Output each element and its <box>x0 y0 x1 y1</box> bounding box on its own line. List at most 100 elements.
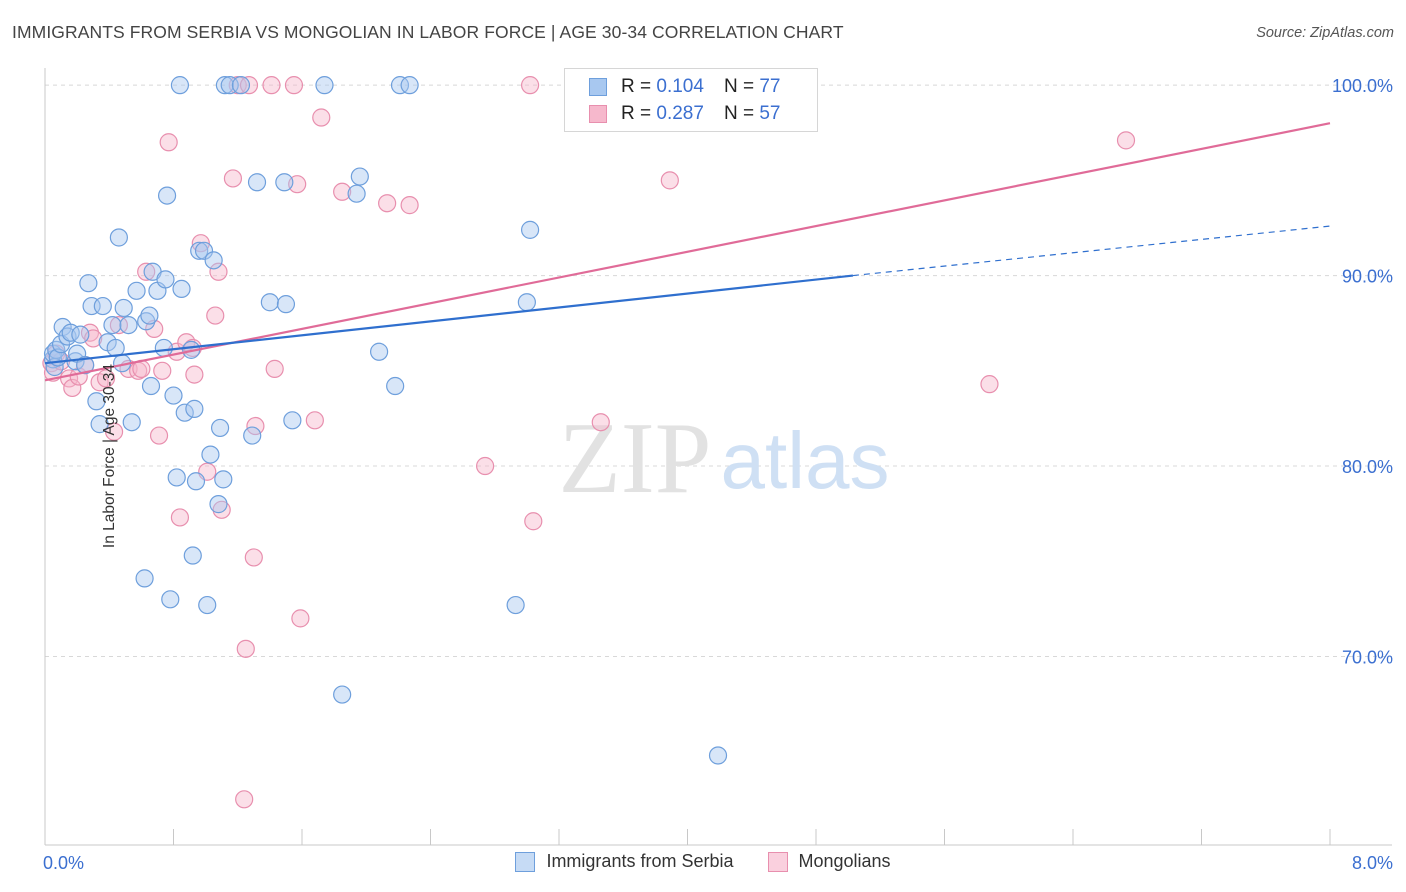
mongolian-point <box>223 169 243 188</box>
mongolian-point <box>262 76 281 95</box>
serbia-point <box>333 685 352 704</box>
tick-labels: 70.0% 80.0% 90.0% 100.0% 0.0% 8.0% <box>43 76 1393 873</box>
mongolian-point <box>149 426 169 445</box>
watermark: ZIP atlas <box>559 402 890 515</box>
mongolian-point <box>170 508 190 527</box>
x-tick-label: 8.0% <box>1352 853 1393 873</box>
mongolian-point <box>159 133 178 152</box>
serbia-point <box>283 411 302 430</box>
serbia-point <box>157 186 177 205</box>
mongolian-point <box>476 456 495 476</box>
mongolian-point <box>63 378 82 398</box>
mongolian-point <box>185 365 204 384</box>
serbia-point <box>350 167 369 186</box>
watermark-zip: ZIP <box>559 402 712 515</box>
serbia-point <box>119 315 138 335</box>
mongolian-point <box>212 500 231 519</box>
serbia-point <box>167 468 186 487</box>
serbia-point <box>390 76 410 95</box>
mongolian-trend-line <box>44 122 1331 382</box>
serbia-point <box>215 76 234 95</box>
mongolian-point <box>244 548 263 567</box>
serbia-point <box>247 173 267 192</box>
serbia-point <box>103 315 122 335</box>
mongolian-point <box>378 194 397 213</box>
serbia-point <box>137 312 156 331</box>
serbia-swatch <box>589 78 607 96</box>
mongolian-r-value: 0.287 <box>656 103 704 124</box>
mongolian-point <box>153 361 172 380</box>
stats-legend: R = 0.104 N = 77 R = 0.287 N = 57 <box>564 68 818 132</box>
mongolian-point <box>265 359 284 378</box>
y-tick-label: 80.0% <box>1342 457 1393 477</box>
y-tick-label: 70.0% <box>1342 647 1393 667</box>
serbia-point <box>172 279 191 299</box>
serbia-trend-line <box>44 274 854 365</box>
serbia-point <box>154 338 173 358</box>
legend-row-mongolian: R = 0.287 N = 57 <box>589 102 780 126</box>
mongolian-point <box>524 512 543 531</box>
mongolian-point <box>520 76 540 95</box>
serbia-point <box>708 746 728 765</box>
mongolian-n-value: 57 <box>759 103 781 124</box>
serbia-point <box>506 595 525 615</box>
serbia-point <box>122 413 141 432</box>
serbia-point <box>183 546 202 565</box>
mongolian-point <box>235 790 254 809</box>
serbia-point <box>161 590 180 609</box>
serbia-point <box>186 472 206 491</box>
serbia-r-label: R = <box>621 76 652 97</box>
serbia-point <box>79 274 98 293</box>
serbia-point <box>209 495 228 514</box>
mongolian-point <box>246 416 265 436</box>
mongolian-r-label: R = <box>621 103 652 124</box>
serbia-point <box>114 298 133 318</box>
serbia-point <box>210 418 230 438</box>
serbia-point <box>517 293 536 312</box>
legend-mongolian-swatch <box>767 851 788 872</box>
serbia-point <box>76 355 95 375</box>
serbia-n-label: N = <box>723 76 755 97</box>
serbia-point <box>201 445 220 464</box>
serbia-n-value: 77 <box>759 76 781 97</box>
serbia-point <box>47 340 66 359</box>
mongolian-point <box>591 413 610 432</box>
serbia-point <box>347 184 366 203</box>
serbia-point <box>231 76 251 95</box>
serbia-point <box>370 342 389 361</box>
mongolian-point <box>312 108 331 127</box>
mongolian-point <box>291 609 310 628</box>
mongolian-point <box>209 262 228 281</box>
watermark-atlas: atlas <box>721 416 890 505</box>
serbia-point <box>87 392 106 411</box>
legend-mongolian-label: Mongolians <box>798 851 891 871</box>
serbia-point <box>175 403 194 422</box>
mongolian-point <box>96 369 116 388</box>
serbia-point <box>214 470 233 489</box>
mongolian-point <box>109 315 128 335</box>
serbia-point <box>198 595 217 615</box>
mongolian-points <box>42 76 1136 809</box>
legend-row-serbia: R = 0.104 N = 77 <box>589 75 780 99</box>
y-tick-label: 90.0% <box>1342 267 1393 287</box>
legend-item-serbia[interactable]: Immigrants from Serbia <box>515 851 734 872</box>
mongolian-point <box>333 182 352 201</box>
mongolian-point <box>660 171 679 190</box>
serbia-point <box>275 173 294 192</box>
serbia-point <box>141 376 161 396</box>
source-label: Source: ZipAtlas.com <box>1256 25 1394 41</box>
serbia-point <box>243 426 262 445</box>
serbia-point <box>140 306 159 325</box>
grid-lines <box>45 84 1392 657</box>
serbia-point <box>520 220 540 239</box>
serbia-point <box>93 296 112 316</box>
legend-item-mongolian[interactable]: Mongolians <box>767 851 891 872</box>
serbia-point <box>156 270 175 289</box>
mongolian-point <box>1116 131 1136 150</box>
axes <box>44 68 1392 846</box>
chart-title: IMMIGRANTS FROM SERBIA VS MONGOLIAN IN L… <box>12 22 844 42</box>
serbia-point <box>109 228 128 247</box>
serbia-point <box>135 569 154 588</box>
mongolian-point <box>206 306 225 325</box>
